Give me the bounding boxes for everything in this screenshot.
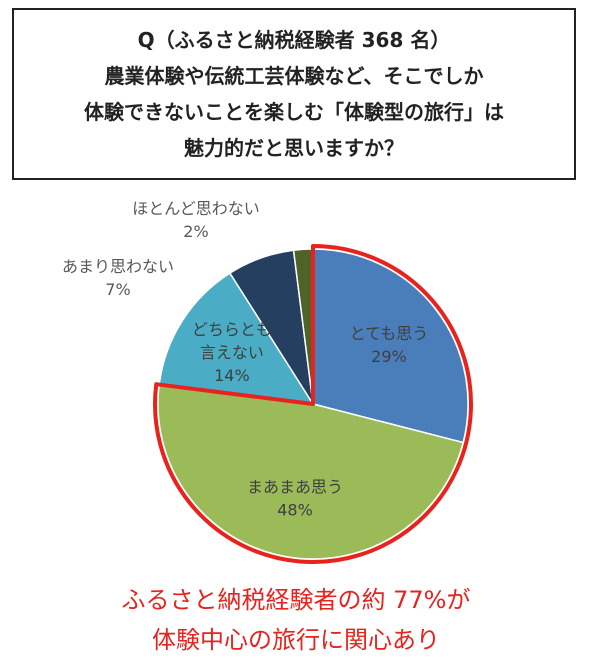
question-box: Q（ふるさと納税経験者 368 名） 農業体験や伝統工芸体験など、そこでしか 体… [12, 8, 576, 180]
pie-slice-dochiratomo-ienai [158, 272, 315, 405]
pie-chart: とても思う 29% まあまあ思う 48% どちらとも言えない 14% あまり思わない 7% ほと… [62, 199, 473, 564]
data-label-amari-omowanai: あまり思わない 7% [62, 257, 174, 299]
data-label-maamaa-omou: まあまあ思う 48% [247, 477, 343, 519]
conclusion-line-1: ふるさと納税経験者の約 77%が [121, 586, 471, 614]
highlight-outline [153, 244, 473, 564]
data-label-totemo-omou: とても思う 29% [350, 324, 429, 366]
pie-slice-maamaa-omou [157, 383, 465, 560]
data-label-hotondo-omowanai: ほとんど思わない 2% [132, 199, 260, 241]
conclusion-line-2: 体験中心の旅行に関心あり [152, 626, 440, 654]
question-line-1: Q（ふるさと納税経験者 368 名） [137, 28, 451, 52]
question-line-3: 体験できないことを楽しむ「体験型の旅行」は [84, 100, 504, 124]
data-label-dochiratomo-ienai: どちらとも言えない 14% [192, 320, 272, 385]
pie-slice-totemo-omou [312, 248, 469, 444]
question-line-4: 魅力的だと思いますか？ [184, 136, 404, 160]
question-line-2: 農業体験や伝統工芸体験など、そこでしか [104, 64, 484, 88]
